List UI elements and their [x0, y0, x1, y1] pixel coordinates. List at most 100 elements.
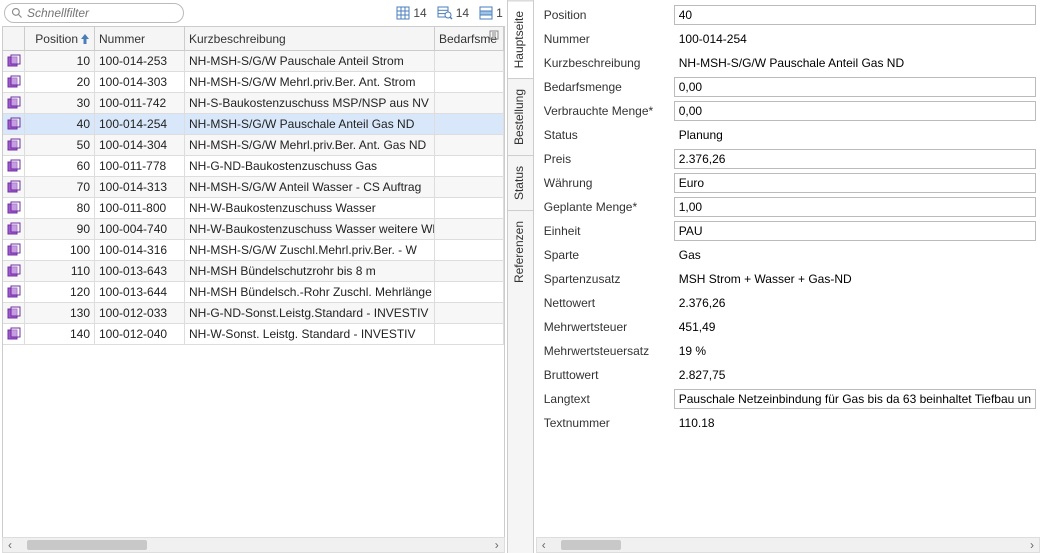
field-label: Nummer [544, 32, 674, 46]
cell-position: 10 [25, 51, 95, 71]
row-type-icon [3, 72, 25, 92]
field-row: WährungEuro [544, 172, 1036, 194]
cell-position: 50 [25, 135, 95, 155]
scrollbar-thumb[interactable] [27, 540, 147, 550]
field-row: Preis2.376,26 [544, 148, 1036, 170]
grid-search-icon [437, 6, 453, 20]
grid-select-icon [479, 6, 493, 20]
cell-position: 130 [25, 303, 95, 323]
quick-filter-input[interactable] [23, 6, 184, 20]
field-value[interactable]: 2.376,26 [674, 149, 1036, 169]
table-row[interactable]: 10100-014-253NH-MSH-S/G/W Pauschale Ante… [3, 51, 504, 72]
table-row[interactable]: 120100-013-644NH-MSH Bündelsch.-Rohr Zus… [3, 282, 504, 303]
field-value[interactable]: 0,00 [674, 101, 1036, 121]
column-menu-icon[interactable] [489, 30, 499, 40]
column-position[interactable]: Position [25, 27, 95, 50]
cell-kurzbeschreibung: NH-MSH Bündelschutzrohr bis 8 m [185, 261, 435, 281]
cell-nummer: 100-004-740 [95, 219, 185, 239]
tab-referenzen[interactable]: Referenzen [508, 210, 533, 293]
field-label: Mehrwertsteuer [544, 320, 674, 334]
scroll-right-icon[interactable]: › [1025, 538, 1039, 552]
cell-nummer: 100-012-033 [95, 303, 185, 323]
list-toolbar: 14 14 1 [0, 0, 507, 26]
count-filtered[interactable]: 14 [437, 6, 469, 20]
cell-position: 110 [25, 261, 95, 281]
count-filtered-value: 14 [456, 6, 469, 20]
table-row[interactable]: 70100-014-313NH-MSH-S/G/W Anteil Wasser … [3, 177, 504, 198]
cell-kurzbeschreibung: NH-S-Baukostenzuschuss MSP/NSP aus NV [185, 93, 435, 113]
cell-position: 90 [25, 219, 95, 239]
field-value: Gas [674, 246, 1036, 264]
scroll-right-icon[interactable]: › [490, 538, 504, 552]
field-value[interactable]: Pauschale Netzeinbindung für Gas bis da … [674, 389, 1036, 409]
cell-nummer: 100-014-253 [95, 51, 185, 71]
cell-kurzbeschreibung: NH-W-Baukostenzuschuss Wasser [185, 198, 435, 218]
cell-nummer: 100-014-316 [95, 240, 185, 260]
horizontal-scrollbar[interactable]: ‹ › [2, 537, 505, 553]
field-value[interactable]: Euro [674, 173, 1036, 193]
tab-status[interactable]: Status [508, 155, 533, 210]
scroll-left-icon[interactable]: ‹ [3, 538, 17, 552]
count-total[interactable]: 14 [396, 6, 426, 20]
cell-nummer: 100-014-304 [95, 135, 185, 155]
table-row[interactable]: 100100-014-316NH-MSH-S/G/W Zuschl.Mehrl.… [3, 240, 504, 261]
field-value: 2.376,26 [674, 294, 1036, 312]
table-row[interactable]: 110100-013-643NH-MSH Bündelschutzrohr bi… [3, 261, 504, 282]
field-row: Bruttowert2.827,75 [544, 364, 1036, 386]
field-row: Position40 [544, 4, 1036, 26]
table-row[interactable]: 50100-014-304NH-MSH-S/G/W Mehrl.priv.Ber… [3, 135, 504, 156]
detail-form: Position40Nummer100-014-254Kurzbeschreib… [534, 0, 1042, 553]
detail-scrollbar[interactable]: ‹ › [536, 537, 1040, 553]
field-row: SparteGas [544, 244, 1036, 266]
grid-body: 10100-014-253 NH-MSH-S/G/W Pauschale Ante… [3, 51, 504, 345]
row-type-icon [3, 261, 25, 281]
cell-kurzbeschreibung: NH-MSH-S/G/W Anteil Wasser - CS Auftrag [185, 177, 435, 197]
field-value: 451,49 [674, 318, 1036, 336]
table-row[interactable]: 130100-012-033NH-G-ND-Sonst.Leistg.Stand… [3, 303, 504, 324]
field-row: Nummer100-014-254 [544, 28, 1036, 50]
field-value: 100-014-254 [674, 30, 1036, 48]
table-row[interactable]: 140100-012-040NH-W-Sonst. Leistg. Standa… [3, 324, 504, 345]
table-row[interactable]: 30100-011-742NH-S-Baukostenzuschuss MSP/… [3, 93, 504, 114]
row-type-icon [3, 324, 25, 344]
tab-bestellung[interactable]: Bestellung [508, 78, 533, 155]
table-row[interactable]: 60100-011-778NH-G-ND-Baukostenzuschuss G… [3, 156, 504, 177]
field-row: KurzbeschreibungNH-MSH-S/G/W Pauschale A… [544, 52, 1036, 74]
table-row[interactable]: 20100-014-303NH-MSH-S/G/W Mehrl.priv.Ber… [3, 72, 504, 93]
count-selected[interactable]: 1 [479, 6, 503, 20]
field-row: SpartenzusatzMSH Strom + Wasser + Gas-ND [544, 268, 1036, 290]
cell-nummer: 100-014-313 [95, 177, 185, 197]
cell-bedarfsmenge [435, 303, 504, 323]
count-total-value: 14 [413, 6, 426, 20]
cell-nummer: 100-014-254 [95, 114, 185, 134]
cell-nummer: 100-011-742 [95, 93, 185, 113]
field-value[interactable]: 1,00 [674, 197, 1036, 217]
scroll-left-icon[interactable]: ‹ [537, 538, 551, 552]
cell-bedarfsmenge [435, 261, 504, 281]
field-value[interactable]: 0,00 [674, 77, 1036, 97]
column-nummer[interactable]: Nummer [95, 27, 185, 50]
field-value: MSH Strom + Wasser + Gas-ND [674, 270, 1036, 288]
field-label: Position [544, 8, 674, 22]
cell-bedarfsmenge [435, 324, 504, 344]
field-label: Bedarfsmenge [544, 80, 674, 94]
cell-kurzbeschreibung: NH-W-Baukostenzuschuss Wasser weitere WE [185, 219, 435, 239]
cell-kurzbeschreibung: NH-MSH-S/G/W Pauschale Anteil Gas ND [185, 114, 435, 134]
scrollbar-thumb[interactable] [561, 540, 621, 550]
row-type-icon [3, 219, 25, 239]
column-kurzbeschreibung[interactable]: Kurzbeschreibung [185, 27, 435, 50]
search-icon [11, 7, 23, 19]
detail-tabs: HauptseiteBestellungStatusReferenzen [508, 0, 534, 553]
cell-bedarfsmenge [435, 93, 504, 113]
quick-filter[interactable] [4, 3, 184, 23]
table-row[interactable]: 80100-011-800NH-W-Baukostenzuschuss Wass… [3, 198, 504, 219]
cell-nummer: 100-013-643 [95, 261, 185, 281]
tab-hauptseite[interactable]: Hauptseite [508, 0, 533, 78]
field-value[interactable]: 40 [674, 5, 1036, 25]
field-row: Textnummer110.18 [544, 412, 1036, 434]
column-icon[interactable] [3, 27, 25, 50]
field-value[interactable]: PAU [674, 221, 1036, 241]
table-row[interactable]: 40100-014-254NH-MSH-S/G/W Pauschale Ante… [3, 114, 504, 135]
column-bedarfsmenge[interactable]: Bedarfsme [435, 27, 504, 50]
table-row[interactable]: 90100-004-740NH-W-Baukostenzuschuss Wass… [3, 219, 504, 240]
